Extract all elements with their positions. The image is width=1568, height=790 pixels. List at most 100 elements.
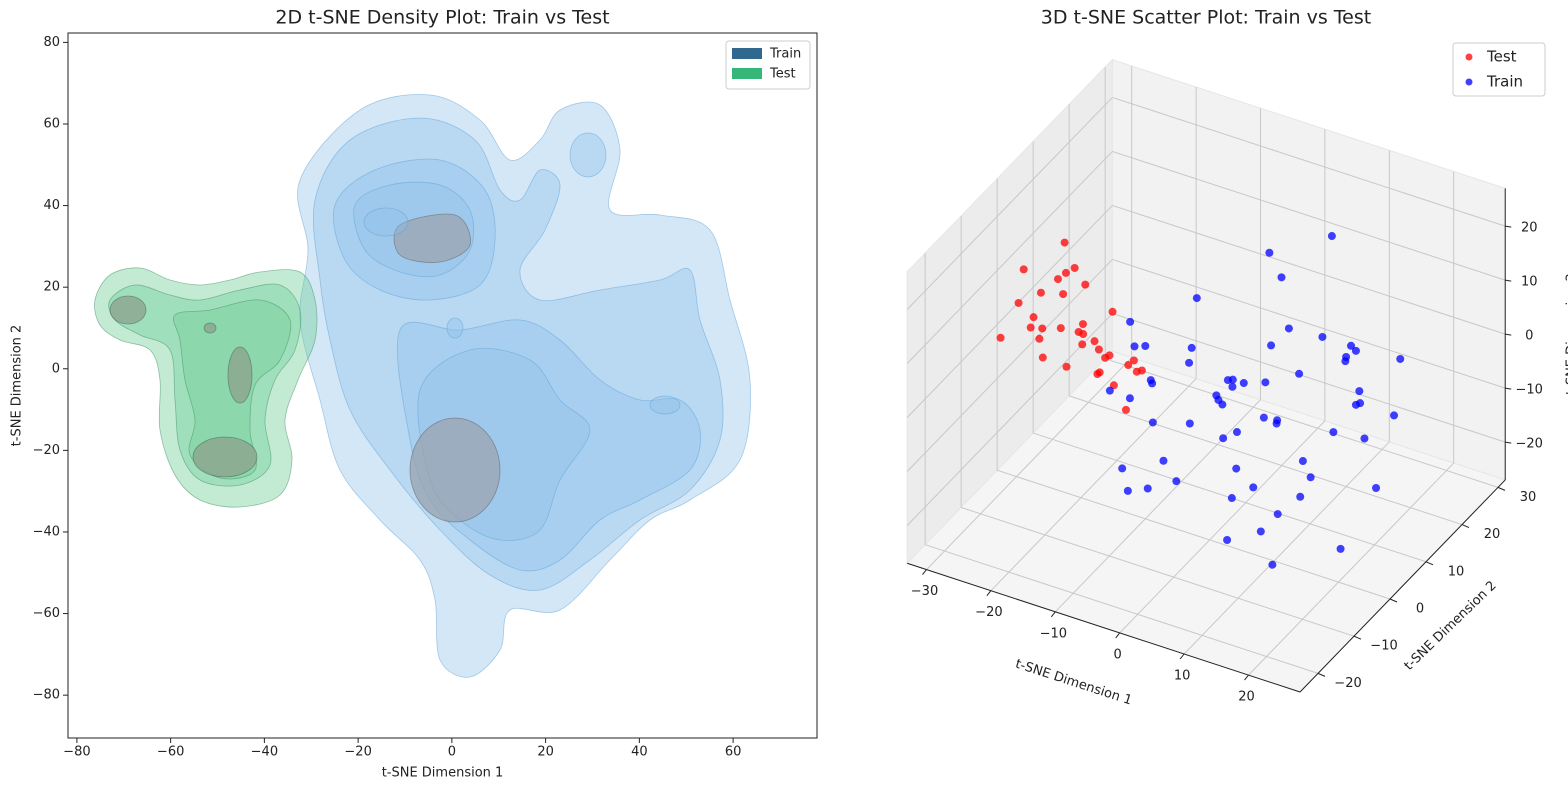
point	[1035, 334, 1044, 343]
point	[1123, 486, 1132, 495]
point	[1351, 400, 1360, 409]
density-contour	[649, 395, 681, 415]
x-tick-label: 10	[1174, 669, 1191, 684]
z-tick	[1505, 441, 1512, 444]
y-tick	[1389, 598, 1398, 603]
point	[1261, 378, 1270, 387]
point	[1273, 510, 1282, 519]
point	[1249, 483, 1258, 492]
point	[1298, 457, 1307, 466]
density-contour	[227, 346, 253, 404]
density-contour	[108, 283, 302, 487]
x-tick-label: −80	[63, 745, 90, 760]
x-axis-label: t-SNE Dimension 1	[382, 766, 504, 781]
point	[1318, 332, 1327, 341]
chart-title: 3D t-SNE Scatter Plot: Train vs Test	[1041, 7, 1371, 29]
point	[1284, 324, 1293, 333]
point	[1090, 337, 1099, 346]
point	[1185, 419, 1194, 428]
point	[1132, 367, 1141, 376]
grid-line	[990, 378, 1197, 592]
legend-label: Test	[769, 67, 796, 82]
point	[1187, 343, 1196, 352]
point	[1108, 307, 1117, 316]
x-axis-label: t-SNE Dimension 1	[1013, 657, 1133, 709]
x-tick-label: 20	[1238, 690, 1255, 705]
point	[1029, 313, 1038, 322]
point	[1265, 248, 1274, 257]
z-tick	[1505, 333, 1512, 336]
point	[1053, 275, 1062, 284]
density-contour	[393, 213, 471, 263]
x-tick-label: 0	[448, 745, 456, 760]
density-contour	[203, 322, 217, 334]
z-tick	[1505, 387, 1512, 390]
z-tick-label: 10	[1521, 275, 1538, 290]
z-tick-label: −20	[1516, 437, 1543, 452]
z-tick-label: −10	[1516, 383, 1543, 398]
point	[1121, 405, 1130, 414]
y-tick-label: −20	[1334, 676, 1361, 691]
grid-line	[1183, 441, 1390, 655]
point	[1228, 382, 1237, 391]
point	[1306, 473, 1315, 482]
y-axis-label: t-SNE Dimension 2	[10, 325, 25, 447]
point	[1081, 280, 1090, 289]
density-contour	[409, 417, 501, 523]
point	[1259, 413, 1268, 422]
point	[1336, 544, 1345, 553]
x-tick	[1179, 653, 1185, 660]
x-axis-line	[907, 562, 1301, 693]
grid-line	[1112, 150, 1506, 281]
grid-line	[906, 97, 1113, 310]
y-tick-label: 10	[1448, 564, 1465, 579]
x-tick	[986, 590, 992, 597]
x-tick-label: −20	[344, 745, 371, 760]
y-tick	[1425, 561, 1434, 566]
point	[1061, 268, 1070, 277]
grid-line	[997, 469, 1391, 600]
point	[1341, 357, 1350, 366]
x-tick-label: −10	[1040, 626, 1067, 641]
x-tick-label: 40	[631, 745, 648, 760]
point	[1396, 354, 1405, 363]
point	[1268, 560, 1277, 569]
point	[1277, 273, 1286, 282]
z-tick-label: 0	[1525, 329, 1533, 344]
point	[1296, 492, 1305, 501]
x-tick-label: 0	[1114, 647, 1122, 662]
y-tick	[1497, 486, 1506, 491]
point	[1227, 494, 1236, 503]
x-tick-label: 60	[725, 745, 742, 760]
point	[1036, 288, 1045, 297]
point	[1141, 342, 1150, 350]
grid-line	[926, 357, 1133, 570]
point	[1014, 298, 1023, 307]
y-tick-label: −20	[33, 443, 60, 458]
density-contour	[192, 436, 258, 478]
grid-line	[1069, 395, 1463, 526]
grid-line	[925, 544, 1319, 674]
legend-label: Test	[1486, 48, 1517, 66]
z-tick-label: 20	[1521, 221, 1538, 236]
legend-marker	[1465, 78, 1473, 86]
plot-frame	[67, 32, 818, 739]
point	[1059, 290, 1068, 299]
y-tick-label: −40	[33, 524, 60, 539]
point	[1095, 368, 1104, 377]
point	[1078, 320, 1087, 329]
point	[1148, 418, 1157, 427]
point	[1125, 394, 1134, 403]
y-tick-label: 20	[43, 280, 60, 295]
point	[1129, 356, 1138, 365]
point	[1351, 346, 1360, 355]
point	[1295, 369, 1304, 378]
point	[1074, 327, 1083, 336]
point	[1143, 484, 1152, 493]
point	[1078, 340, 1087, 349]
point	[1124, 361, 1133, 370]
y-tick-label: 40	[43, 198, 60, 213]
x-tick	[1050, 611, 1056, 618]
y-tick	[1317, 672, 1326, 677]
